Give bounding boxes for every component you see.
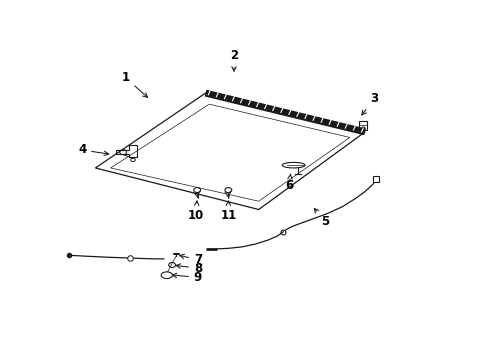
Text: 1: 1 — [122, 71, 147, 98]
Text: 9: 9 — [172, 271, 202, 284]
Text: 7: 7 — [180, 253, 202, 266]
Text: 6: 6 — [285, 174, 293, 193]
Text: 5: 5 — [315, 208, 329, 229]
Text: 3: 3 — [362, 92, 379, 115]
Text: 8: 8 — [176, 262, 202, 275]
Bar — [359, 121, 367, 130]
Text: 2: 2 — [230, 49, 238, 71]
Text: 10: 10 — [188, 201, 204, 221]
Text: 11: 11 — [220, 201, 237, 221]
Text: 4: 4 — [78, 143, 109, 157]
